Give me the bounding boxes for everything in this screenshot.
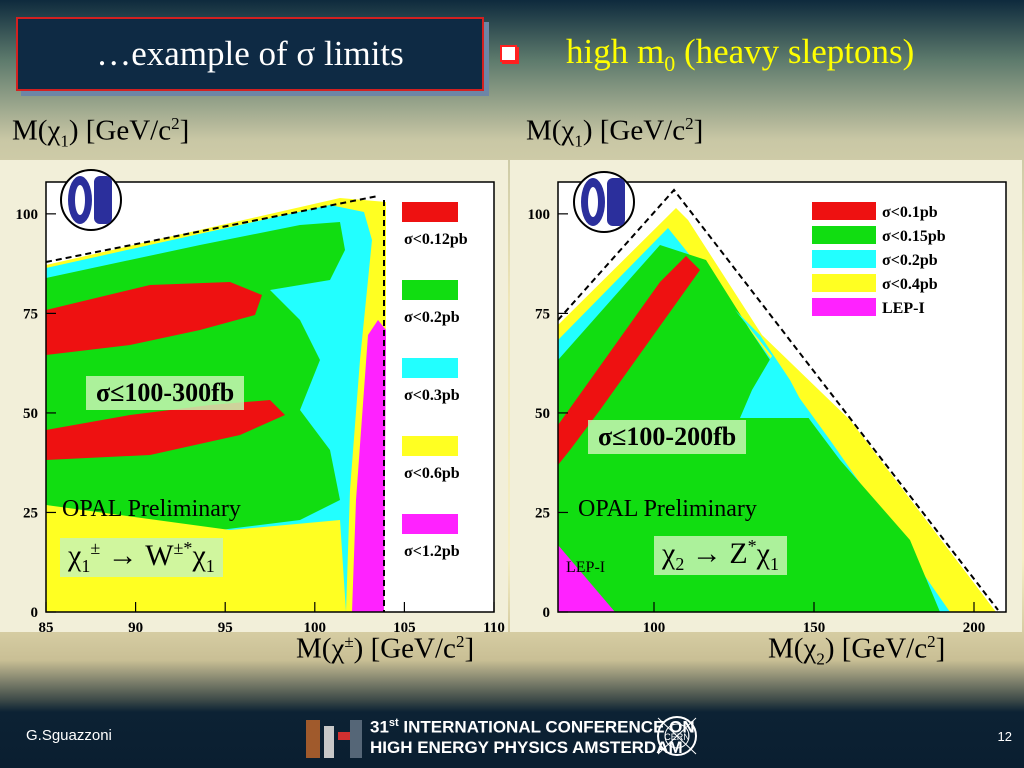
opal-logo-pal-icon — [94, 176, 112, 224]
left-x-axis-label: M(χ±) [GeV/c2] — [296, 632, 475, 665]
legend-label: LEP-I — [882, 300, 925, 317]
legend-swatch — [812, 298, 876, 316]
legend-swatch — [812, 274, 876, 292]
right-kinematic-limit-line — [557, 188, 999, 611]
right-annotation: σ≤100-200fb — [588, 420, 747, 454]
legend-label: σ<0.2pb — [882, 252, 938, 269]
left-y-axis-label: M(χ1) [GeV/c2] — [12, 114, 190, 151]
x-tick-label: 200 — [963, 620, 986, 636]
y-tick-label: 100 — [16, 207, 39, 223]
left-region-red-lower — [46, 400, 285, 460]
right-region-red — [558, 256, 700, 465]
legend-swatch — [812, 202, 876, 220]
x-tick-label: 85 — [39, 620, 54, 636]
cern-logo-icon: CERN — [657, 716, 697, 756]
x-tick-label: 90 — [128, 620, 143, 636]
y-tick-label: 75 — [23, 306, 38, 322]
left-opal-logo — [60, 169, 122, 231]
right-region-magenta — [558, 545, 615, 612]
y-tick-label: 100 — [528, 207, 551, 223]
legend-label: σ<0.12pb — [404, 231, 468, 248]
right-decay-formula: χ2 → Z*χ1 — [654, 536, 787, 575]
slide-title: …example of σ limits — [96, 34, 404, 73]
opal-logo-o-hole — [588, 187, 598, 217]
x-tick-label: 95 — [218, 620, 233, 636]
right-x-axis-label: M(χ2) [GeV/c2] — [768, 632, 946, 669]
right-legend: σ<0.1pb σ<0.15pb σ<0.2pb σ<0.4pb LEP-I — [812, 202, 946, 317]
legend-label: σ<0.3pb — [404, 387, 460, 404]
x-tick-label: 105 — [393, 620, 416, 636]
cern-logo-text: CERN — [664, 732, 690, 742]
opal-logo-pal-icon — [607, 178, 625, 226]
legend-label: σ<0.6pb — [404, 465, 460, 482]
legend-swatch — [812, 250, 876, 268]
x-tick-label: 100 — [304, 620, 327, 636]
legend-label: σ<0.15pb — [882, 228, 946, 245]
left-kinematic-limit-line — [45, 195, 379, 263]
right-plot-frame — [557, 181, 1007, 613]
y-tick-label: 50 — [535, 406, 550, 422]
legend-swatch — [812, 226, 876, 244]
x-tick-label: 100 — [643, 620, 666, 636]
right-axes: 100 150 200 0 25 50 75 100 — [528, 207, 986, 636]
right-lep-label: LEP-I — [566, 559, 606, 576]
footer-author: G.Sguazzoni — [26, 727, 112, 744]
left-annotation: σ≤100-300fb — [86, 376, 245, 410]
left-region-red-upper — [46, 282, 262, 355]
right-preliminary-label: OPAL Preliminary — [578, 496, 757, 522]
slide-headline: high m0 (heavy sleptons) — [566, 32, 915, 76]
conference-logo-icon — [306, 720, 362, 758]
conference-banner: 31st INTERNATIONAL CONFERENCE ON HIGH EN… — [370, 717, 695, 757]
legend-swatch — [402, 358, 458, 378]
right-region-green — [558, 245, 940, 612]
opal-logo-o-hole — [75, 185, 85, 215]
legend-label: σ<0.4pb — [882, 276, 938, 293]
y-tick-label: 75 — [535, 306, 550, 322]
right-opal-logo — [573, 171, 635, 233]
left-region-magenta — [352, 320, 386, 612]
y-tick-label: 50 — [23, 406, 38, 422]
left-axes: 85 90 95 100 105 110 0 25 50 75 100 — [16, 207, 505, 636]
legend-swatch — [402, 436, 458, 456]
y-tick-label: 0 — [543, 605, 551, 621]
legend-swatch — [402, 202, 458, 222]
legend-label: σ<0.1pb — [882, 204, 938, 221]
slide-title-box: …example of σ limits — [16, 17, 484, 91]
left-preliminary-label: OPAL Preliminary — [62, 496, 241, 522]
right-region-cyan-inner — [735, 310, 810, 418]
y-tick-label: 25 — [535, 505, 550, 521]
right-y-axis-label: M(χ1) [GeV/c2] — [526, 114, 704, 151]
checkbox-bullet-icon — [500, 45, 517, 62]
x-tick-label: 110 — [483, 620, 505, 636]
legend-label: σ<1.2pb — [404, 543, 460, 560]
y-tick-label: 25 — [23, 505, 38, 521]
legend-label: σ<0.2pb — [404, 309, 460, 326]
page-number: 12 — [997, 729, 1012, 744]
left-plot-frame — [45, 181, 495, 613]
left-chart: 85 90 95 100 105 110 0 25 50 75 100 σ<0.12pb σ<0.2p… — [0, 160, 508, 636]
legend-swatch — [402, 280, 458, 300]
x-tick-label: 150 — [803, 620, 826, 636]
left-legend: σ<0.12pb σ<0.2pb σ<0.3pb σ<0.6pb σ<1.2pb — [402, 202, 468, 560]
y-tick-label: 0 — [31, 605, 39, 621]
legend-swatch — [402, 514, 458, 534]
right-chart: 100 150 200 0 25 50 75 100 σ<0.1pb σ<0.15pb σ<0.2… — [510, 160, 1022, 636]
left-decay-formula: χ1± → W±*χ1 — [60, 538, 223, 577]
